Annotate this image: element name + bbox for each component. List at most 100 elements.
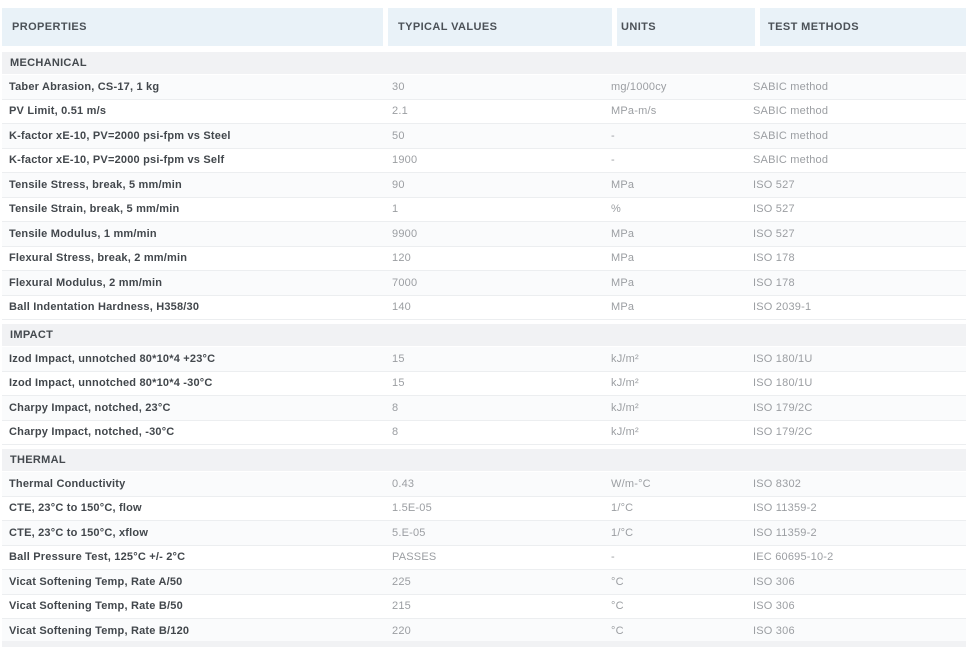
table-row: Vicat Softening Temp, Rate A/50 225 °C I… bbox=[2, 570, 966, 595]
typical-value-cell: 5.E-05 bbox=[392, 526, 426, 539]
table-header-row: PROPERTIES TYPICAL VALUES UNITS TEST MET… bbox=[2, 8, 966, 46]
table-row: Ball Indentation Hardness, H358/30 140 M… bbox=[2, 295, 966, 320]
table-row: Izod Impact, unnotched 80*10*4 +23°C 15 … bbox=[2, 347, 966, 372]
table-row: Charpy Impact, notched, -30°C 8 kJ/m² IS… bbox=[2, 420, 966, 445]
section-title: THERMAL bbox=[10, 454, 66, 466]
unit-cell: - bbox=[611, 551, 615, 564]
unit-cell: kJ/m² bbox=[611, 352, 639, 365]
next-section-band-cropped bbox=[2, 641, 966, 647]
property-name-cell: Charpy Impact, notched, 23°C bbox=[9, 401, 171, 414]
unit-cell: MPa bbox=[611, 276, 635, 289]
table-row: Flexural Modulus, 2 mm/min 7000 MPa ISO … bbox=[2, 271, 966, 296]
typical-value-cell: 220 bbox=[392, 624, 411, 637]
unit-cell: MPa bbox=[611, 178, 635, 191]
unit-cell: 1/°C bbox=[611, 526, 634, 539]
section-rows: Thermal Conductivity 0.43 W/m-°C ISO 830… bbox=[2, 472, 966, 644]
table-row: Tensile Strain, break, 5 mm/min 1 % ISO … bbox=[2, 197, 966, 222]
section-title: IMPACT bbox=[10, 329, 54, 341]
test-method-cell: ISO 306 bbox=[753, 624, 795, 637]
section-title: MECHANICAL bbox=[10, 57, 87, 69]
typical-value-cell: 90 bbox=[392, 178, 405, 191]
unit-cell: kJ/m² bbox=[611, 377, 639, 390]
table-row: Flexural Stress, break, 2 mm/min 120 MPa… bbox=[2, 246, 966, 271]
table-row: Tensile Modulus, 1 mm/min 9900 MPa ISO 5… bbox=[2, 222, 966, 247]
table-row: PV Limit, 0.51 m/s 2.1 MPa-m/s SABIC met… bbox=[2, 99, 966, 124]
typical-value-cell: 225 bbox=[392, 575, 411, 588]
test-method-cell: ISO 178 bbox=[753, 252, 795, 265]
property-name-cell: Tensile Strain, break, 5 mm/min bbox=[9, 203, 180, 216]
property-name-cell: Tensile Modulus, 1 mm/min bbox=[9, 227, 157, 240]
unit-cell: kJ/m² bbox=[611, 426, 639, 439]
typical-value-cell: 215 bbox=[392, 600, 411, 613]
property-name-cell: Vicat Softening Temp, Rate A/50 bbox=[9, 575, 183, 588]
typical-value-cell: 140 bbox=[392, 301, 411, 314]
typical-value-cell: 1900 bbox=[392, 154, 418, 167]
typical-value-cell: 50 bbox=[392, 129, 405, 142]
unit-cell: MPa bbox=[611, 252, 635, 265]
column-header-properties: PROPERTIES bbox=[2, 8, 383, 46]
property-name-cell: Charpy Impact, notched, -30°C bbox=[9, 426, 175, 439]
test-method-cell: ISO 11359-2 bbox=[753, 526, 817, 539]
table-row: Taber Abrasion, CS-17, 1 kg 30 mg/1000cy… bbox=[2, 75, 966, 100]
table-row: CTE, 23°C to 150°C, flow 1.5E-05 1/°C IS… bbox=[2, 496, 966, 521]
unit-cell: MPa bbox=[611, 301, 635, 314]
property-name-cell: CTE, 23°C to 150°C, xflow bbox=[9, 526, 149, 539]
test-method-cell: SABIC method bbox=[753, 129, 829, 142]
property-name-cell: Izod Impact, unnotched 80*10*4 +23°C bbox=[9, 352, 216, 365]
test-method-cell: ISO 179/2C bbox=[753, 401, 813, 414]
typical-value-cell: 30 bbox=[392, 80, 405, 93]
property-name-cell: Vicat Softening Temp, Rate B/50 bbox=[9, 600, 183, 613]
typical-value-cell: PASSES bbox=[392, 551, 437, 564]
test-method-cell: ISO 306 bbox=[753, 600, 795, 613]
test-method-cell: IEC 60695-10-2 bbox=[753, 551, 834, 564]
test-method-cell: ISO 179/2C bbox=[753, 426, 813, 439]
property-name-cell: Izod Impact, unnotched 80*10*4 -30°C bbox=[9, 377, 213, 390]
typical-value-cell: 8 bbox=[392, 401, 399, 414]
typical-value-cell: 2.1 bbox=[392, 105, 408, 118]
column-header-units: UNITS bbox=[617, 8, 755, 46]
property-name-cell: Vicat Softening Temp, Rate B/120 bbox=[9, 624, 190, 637]
typical-value-cell: 0.43 bbox=[392, 477, 415, 490]
typical-value-cell: 15 bbox=[392, 377, 405, 390]
test-method-cell: ISO 306 bbox=[753, 575, 795, 588]
property-name-cell: Flexural Stress, break, 2 mm/min bbox=[9, 252, 188, 265]
property-name-cell: CTE, 23°C to 150°C, flow bbox=[9, 502, 142, 515]
table-body: MECHANICAL Taber Abrasion, CS-17, 1 kg 3… bbox=[2, 52, 966, 644]
table-row: Ball Pressure Test, 125°C +/- 2°C PASSES… bbox=[2, 545, 966, 570]
property-name-cell: PV Limit, 0.51 m/s bbox=[9, 105, 107, 118]
section-rows: Izod Impact, unnotched 80*10*4 +23°C 15 … bbox=[2, 347, 966, 445]
table-section: MECHANICAL Taber Abrasion, CS-17, 1 kg 3… bbox=[2, 52, 966, 320]
property-name-cell: Taber Abrasion, CS-17, 1 kg bbox=[9, 80, 160, 93]
typical-value-cell: 8 bbox=[392, 426, 399, 439]
table-row: Vicat Softening Temp, Rate B/120 220 °C … bbox=[2, 619, 966, 644]
section-rows: Taber Abrasion, CS-17, 1 kg 30 mg/1000cy… bbox=[2, 75, 966, 320]
table-section: IMPACT Izod Impact, unnotched 80*10*4 +2… bbox=[2, 324, 966, 445]
table-row: K-factor xE-10, PV=2000 psi-fpm vs Steel… bbox=[2, 124, 966, 149]
table-row: Charpy Impact, notched, 23°C 8 kJ/m² ISO… bbox=[2, 396, 966, 421]
test-method-cell: SABIC method bbox=[753, 154, 829, 167]
test-method-cell: ISO 527 bbox=[753, 178, 795, 191]
unit-cell: mg/1000cy bbox=[611, 80, 667, 93]
unit-cell: % bbox=[611, 203, 621, 216]
test-method-cell: ISO 527 bbox=[753, 227, 795, 240]
property-name-cell: Flexural Modulus, 2 mm/min bbox=[9, 276, 163, 289]
unit-cell: - bbox=[611, 154, 615, 167]
unit-cell: MPa-m/s bbox=[611, 105, 657, 118]
unit-cell: 1/°C bbox=[611, 502, 634, 515]
table-row: CTE, 23°C to 150°C, xflow 5.E-05 1/°C IS… bbox=[2, 521, 966, 546]
test-method-cell: SABIC method bbox=[753, 80, 829, 93]
test-method-cell: SABIC method bbox=[753, 105, 829, 118]
property-name-cell: Thermal Conductivity bbox=[9, 477, 126, 490]
table-row: Izod Impact, unnotched 80*10*4 -30°C 15 … bbox=[2, 371, 966, 396]
table-row: Tensile Stress, break, 5 mm/min 90 MPa I… bbox=[2, 173, 966, 198]
typical-value-cell: 120 bbox=[392, 252, 411, 265]
typical-value-cell: 15 bbox=[392, 352, 405, 365]
table-section: THERMAL Thermal Conductivity 0.43 W/m-°C… bbox=[2, 449, 966, 644]
test-method-cell: ISO 8302 bbox=[753, 477, 802, 490]
typical-value-cell: 9900 bbox=[392, 227, 418, 240]
table-row: Thermal Conductivity 0.43 W/m-°C ISO 830… bbox=[2, 472, 966, 497]
unit-cell: °C bbox=[611, 575, 624, 588]
unit-cell: kJ/m² bbox=[611, 401, 639, 414]
property-name-cell: Ball Indentation Hardness, H358/30 bbox=[9, 301, 200, 314]
